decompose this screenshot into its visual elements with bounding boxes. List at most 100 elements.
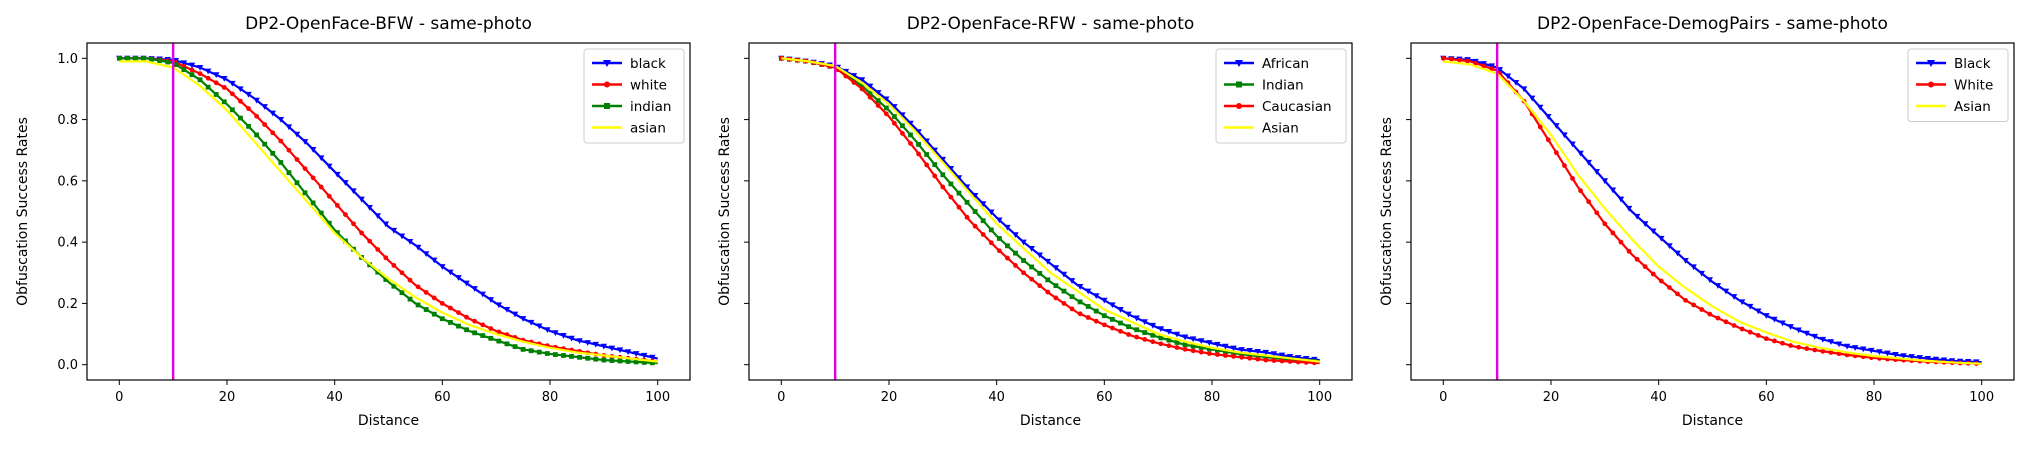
series-point (1747, 329, 1753, 335)
series-point (375, 269, 381, 275)
series-point (932, 162, 938, 168)
series-point (1294, 355, 1302, 361)
series-point (867, 94, 873, 100)
series-point (1053, 283, 1059, 289)
series-point (980, 232, 986, 237)
series-point (576, 338, 583, 344)
series-point (1553, 150, 1559, 156)
series-point (423, 289, 429, 295)
series-point (948, 181, 954, 187)
series-point (157, 58, 163, 64)
series-point (205, 84, 211, 90)
series-point (269, 110, 276, 117)
series-point (1650, 271, 1656, 277)
series-point (503, 306, 511, 313)
series-point (358, 196, 365, 203)
series-point (1166, 337, 1172, 343)
legend-item: Asian (1224, 121, 1299, 137)
series-point (1231, 354, 1236, 359)
series-point (1884, 350, 1891, 357)
series-point (448, 320, 453, 325)
series-point (1642, 221, 1649, 227)
series-point (1029, 276, 1035, 282)
series-point (1916, 355, 1923, 361)
series-point (1141, 319, 1148, 325)
series-point (1189, 336, 1197, 343)
series-point (875, 98, 881, 103)
series-point (1254, 348, 1261, 355)
legend: Black White Asian (1907, 48, 2009, 122)
series-point (1013, 250, 1018, 256)
series-point (1295, 359, 1301, 365)
series-point (1045, 289, 1051, 295)
series-point (1537, 104, 1544, 111)
series-point (383, 255, 389, 261)
series-point (584, 340, 591, 346)
series-point (1021, 258, 1026, 263)
series-point (318, 155, 325, 162)
series-point (382, 221, 390, 228)
legend-box (1215, 48, 1347, 144)
x-tick-label: 100 (1307, 390, 1332, 405)
series-point (294, 157, 300, 162)
series-point (1093, 293, 1100, 299)
series-point (180, 60, 188, 67)
series-point (609, 358, 615, 363)
series-point (1602, 221, 1608, 227)
series-point (1230, 345, 1237, 352)
series-point (1618, 239, 1624, 245)
y-tick-label: 1.0 (57, 52, 78, 67)
series-point (1223, 353, 1228, 358)
x-tick-label: 80 (1204, 390, 1221, 405)
series-point (996, 236, 1002, 241)
series-point (221, 99, 227, 105)
legend-marker (604, 103, 610, 109)
series-point (1263, 357, 1269, 363)
series-point (278, 138, 284, 144)
plot-frame (748, 42, 1353, 381)
legend-label: Asian (1262, 121, 1299, 137)
series-point (1593, 169, 1600, 175)
series-point (1738, 299, 1746, 306)
series-black (116, 55, 658, 361)
series-point (261, 104, 268, 110)
series-point (448, 305, 453, 311)
series-point (1594, 210, 1600, 216)
series-point (1020, 239, 1027, 246)
series-point (1658, 235, 1665, 242)
series-point (561, 353, 566, 358)
series-point (302, 190, 308, 196)
y-axis-label: Obfuscation Success Rates (1379, 117, 1395, 306)
series-point (1763, 313, 1770, 319)
series-point (1457, 57, 1462, 63)
series-point (1739, 326, 1745, 332)
series-point (891, 114, 897, 119)
series-point (948, 194, 954, 200)
series-point (858, 77, 866, 83)
series-point (383, 277, 389, 282)
series-point (277, 117, 285, 123)
legend-item: Caucasian (1224, 99, 1332, 115)
legend-item: Asian (1916, 99, 1991, 115)
series-point (399, 290, 405, 296)
series-point (1650, 228, 1657, 235)
legend-marker (1235, 60, 1243, 67)
series-point (238, 115, 243, 121)
series-point (859, 86, 865, 92)
series-point (326, 163, 333, 170)
series-point (1585, 159, 1592, 166)
series-point (1142, 337, 1148, 342)
x-tick-label: 20 (219, 390, 236, 405)
series-point (149, 56, 155, 62)
series-point (1158, 341, 1164, 347)
x-tick-label: 20 (881, 390, 898, 405)
series-point (1118, 328, 1123, 334)
series-point (390, 227, 398, 234)
series-point (577, 354, 583, 360)
legend-box (1907, 48, 2009, 122)
series-point (229, 91, 235, 97)
series-point (1755, 333, 1761, 338)
legend-box (583, 48, 685, 144)
x-axis-label: Distance (358, 413, 419, 429)
series-point (455, 275, 462, 281)
